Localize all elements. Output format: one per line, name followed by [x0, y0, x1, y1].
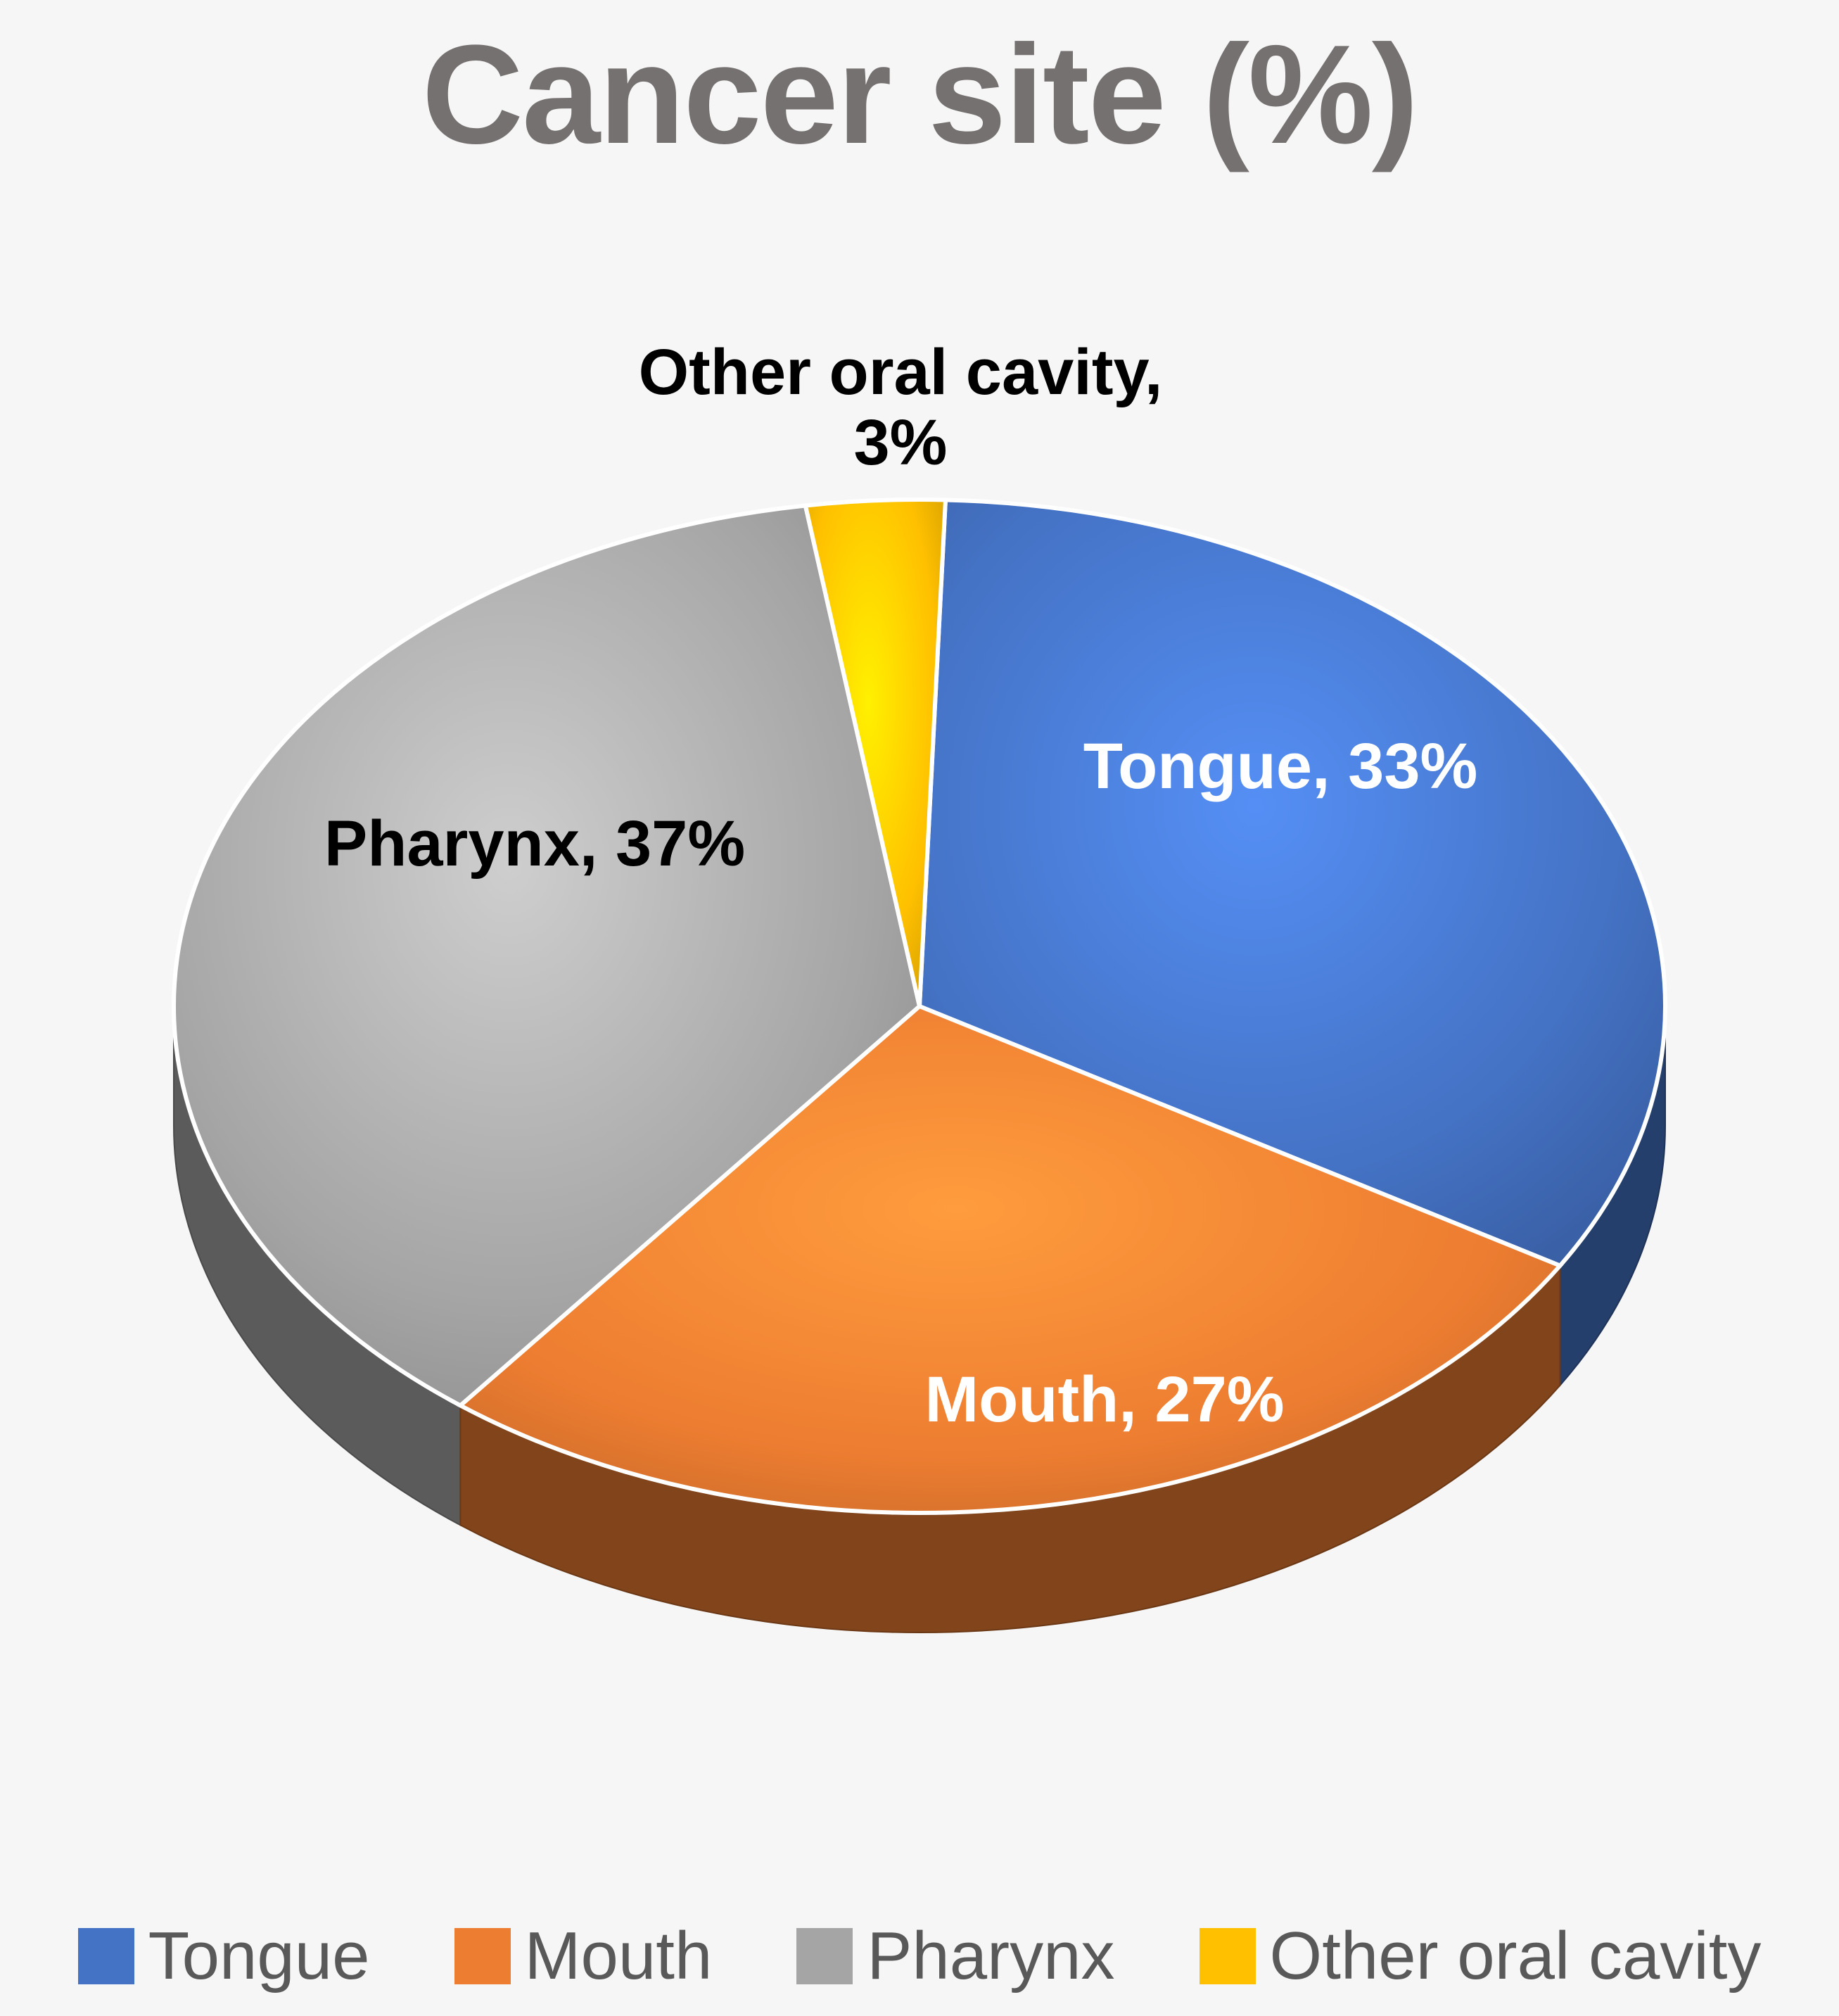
legend-swatch	[1200, 1928, 1256, 1984]
legend-item: Tongue	[78, 1917, 370, 1995]
chart-title: Cancer site (%)	[0, 14, 1839, 176]
slice-label-text: 3%	[854, 407, 948, 478]
slice-label-text: Pharynx, 37%	[324, 808, 745, 880]
slice-label-text: Other oral cavity,	[639, 336, 1163, 408]
legend-swatch	[78, 1928, 134, 1984]
legend-swatch	[454, 1928, 511, 1984]
slice-label-text: Tongue, 33%	[1083, 730, 1478, 802]
legend-label: Mouth	[525, 1917, 713, 1995]
chart-container: Cancer site (%) Tongue, 33% Mouth, 27% Pha…	[0, 0, 1839, 2016]
legend-label: Pharynx	[867, 1917, 1114, 1995]
slice-label: Other oral cavity,3%	[639, 336, 1163, 478]
legend-item: Pharynx	[796, 1917, 1114, 1995]
slice-label-text: Mouth, 27%	[924, 1364, 1284, 1435]
slice-label: Mouth, 27%	[924, 1364, 1284, 1435]
slice-label: Pharynx, 37%	[324, 808, 745, 880]
legend-label: Other oral cavity	[1270, 1917, 1762, 1995]
legend-swatch	[796, 1928, 853, 1984]
legend-item: Mouth	[454, 1917, 713, 1995]
pie-chart: Tongue, 33% Mouth, 27% Pharynx, 37% Other o…	[0, 232, 1839, 1851]
slice-label: Tongue, 33%	[1083, 730, 1478, 802]
legend: Tongue Mouth Pharynx Other oral cavity	[0, 1917, 1839, 1995]
legend-label: Tongue	[148, 1917, 370, 1995]
legend-item: Other oral cavity	[1200, 1917, 1762, 1995]
